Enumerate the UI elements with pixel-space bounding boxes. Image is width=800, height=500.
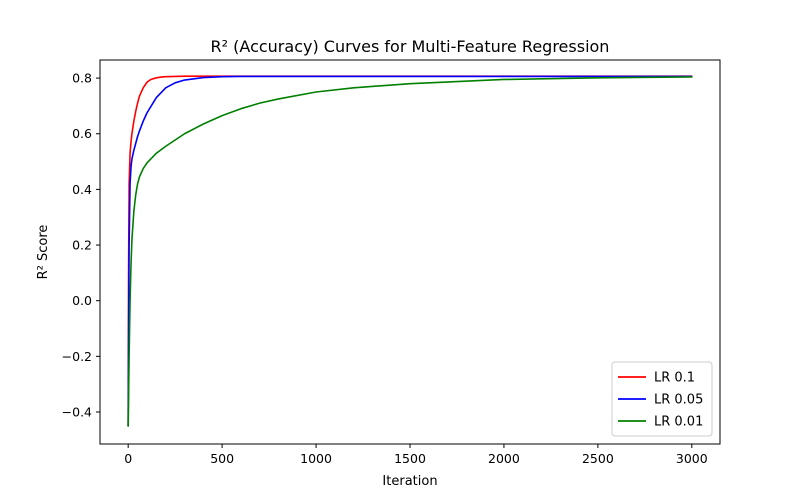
chart-title: R² (Accuracy) Curves for Multi-Feature R…	[211, 37, 610, 56]
legend-box	[611, 361, 713, 437]
series-lines	[127, 75, 693, 427]
y-tick-label: −0.4	[62, 405, 92, 420]
y-tick-label: 0.8	[72, 71, 92, 86]
y-tick-label: 0.4	[72, 182, 92, 197]
legend: LR 0.1 LR 0.05 LR 0.01	[611, 361, 713, 437]
series-line-1	[127, 75, 693, 427]
legend-label-1: LR 0.1	[654, 371, 695, 386]
y-axis-ticks: −0.4 −0.2 0.0 0.2 0.4 0.6 0.8	[62, 71, 100, 420]
x-tick-label: 3000	[676, 451, 708, 466]
x-axis-label: Iteration	[382, 474, 437, 489]
y-tick-label: 0.6	[72, 126, 92, 141]
x-axis-ticks: 0 500 1000 1500 2000 2500 3000	[124, 444, 708, 466]
x-tick-label: 0	[124, 451, 132, 466]
series-line-3	[127, 76, 693, 427]
x-tick-label: 1000	[300, 451, 332, 466]
x-tick-label: 2500	[582, 451, 614, 466]
y-tick-label: 0.2	[72, 238, 92, 253]
y-tick-label: −0.2	[62, 349, 92, 364]
legend-label-3: LR 0.01	[654, 415, 703, 430]
series-line-2	[127, 75, 693, 427]
y-tick-label: 0.0	[72, 293, 92, 308]
x-tick-label: 2000	[488, 451, 520, 466]
x-tick-label: 1500	[394, 451, 426, 466]
x-tick-label: 500	[210, 451, 234, 466]
y-axis-label: R² Score	[36, 225, 51, 280]
legend-label-2: LR 0.05	[654, 393, 703, 408]
